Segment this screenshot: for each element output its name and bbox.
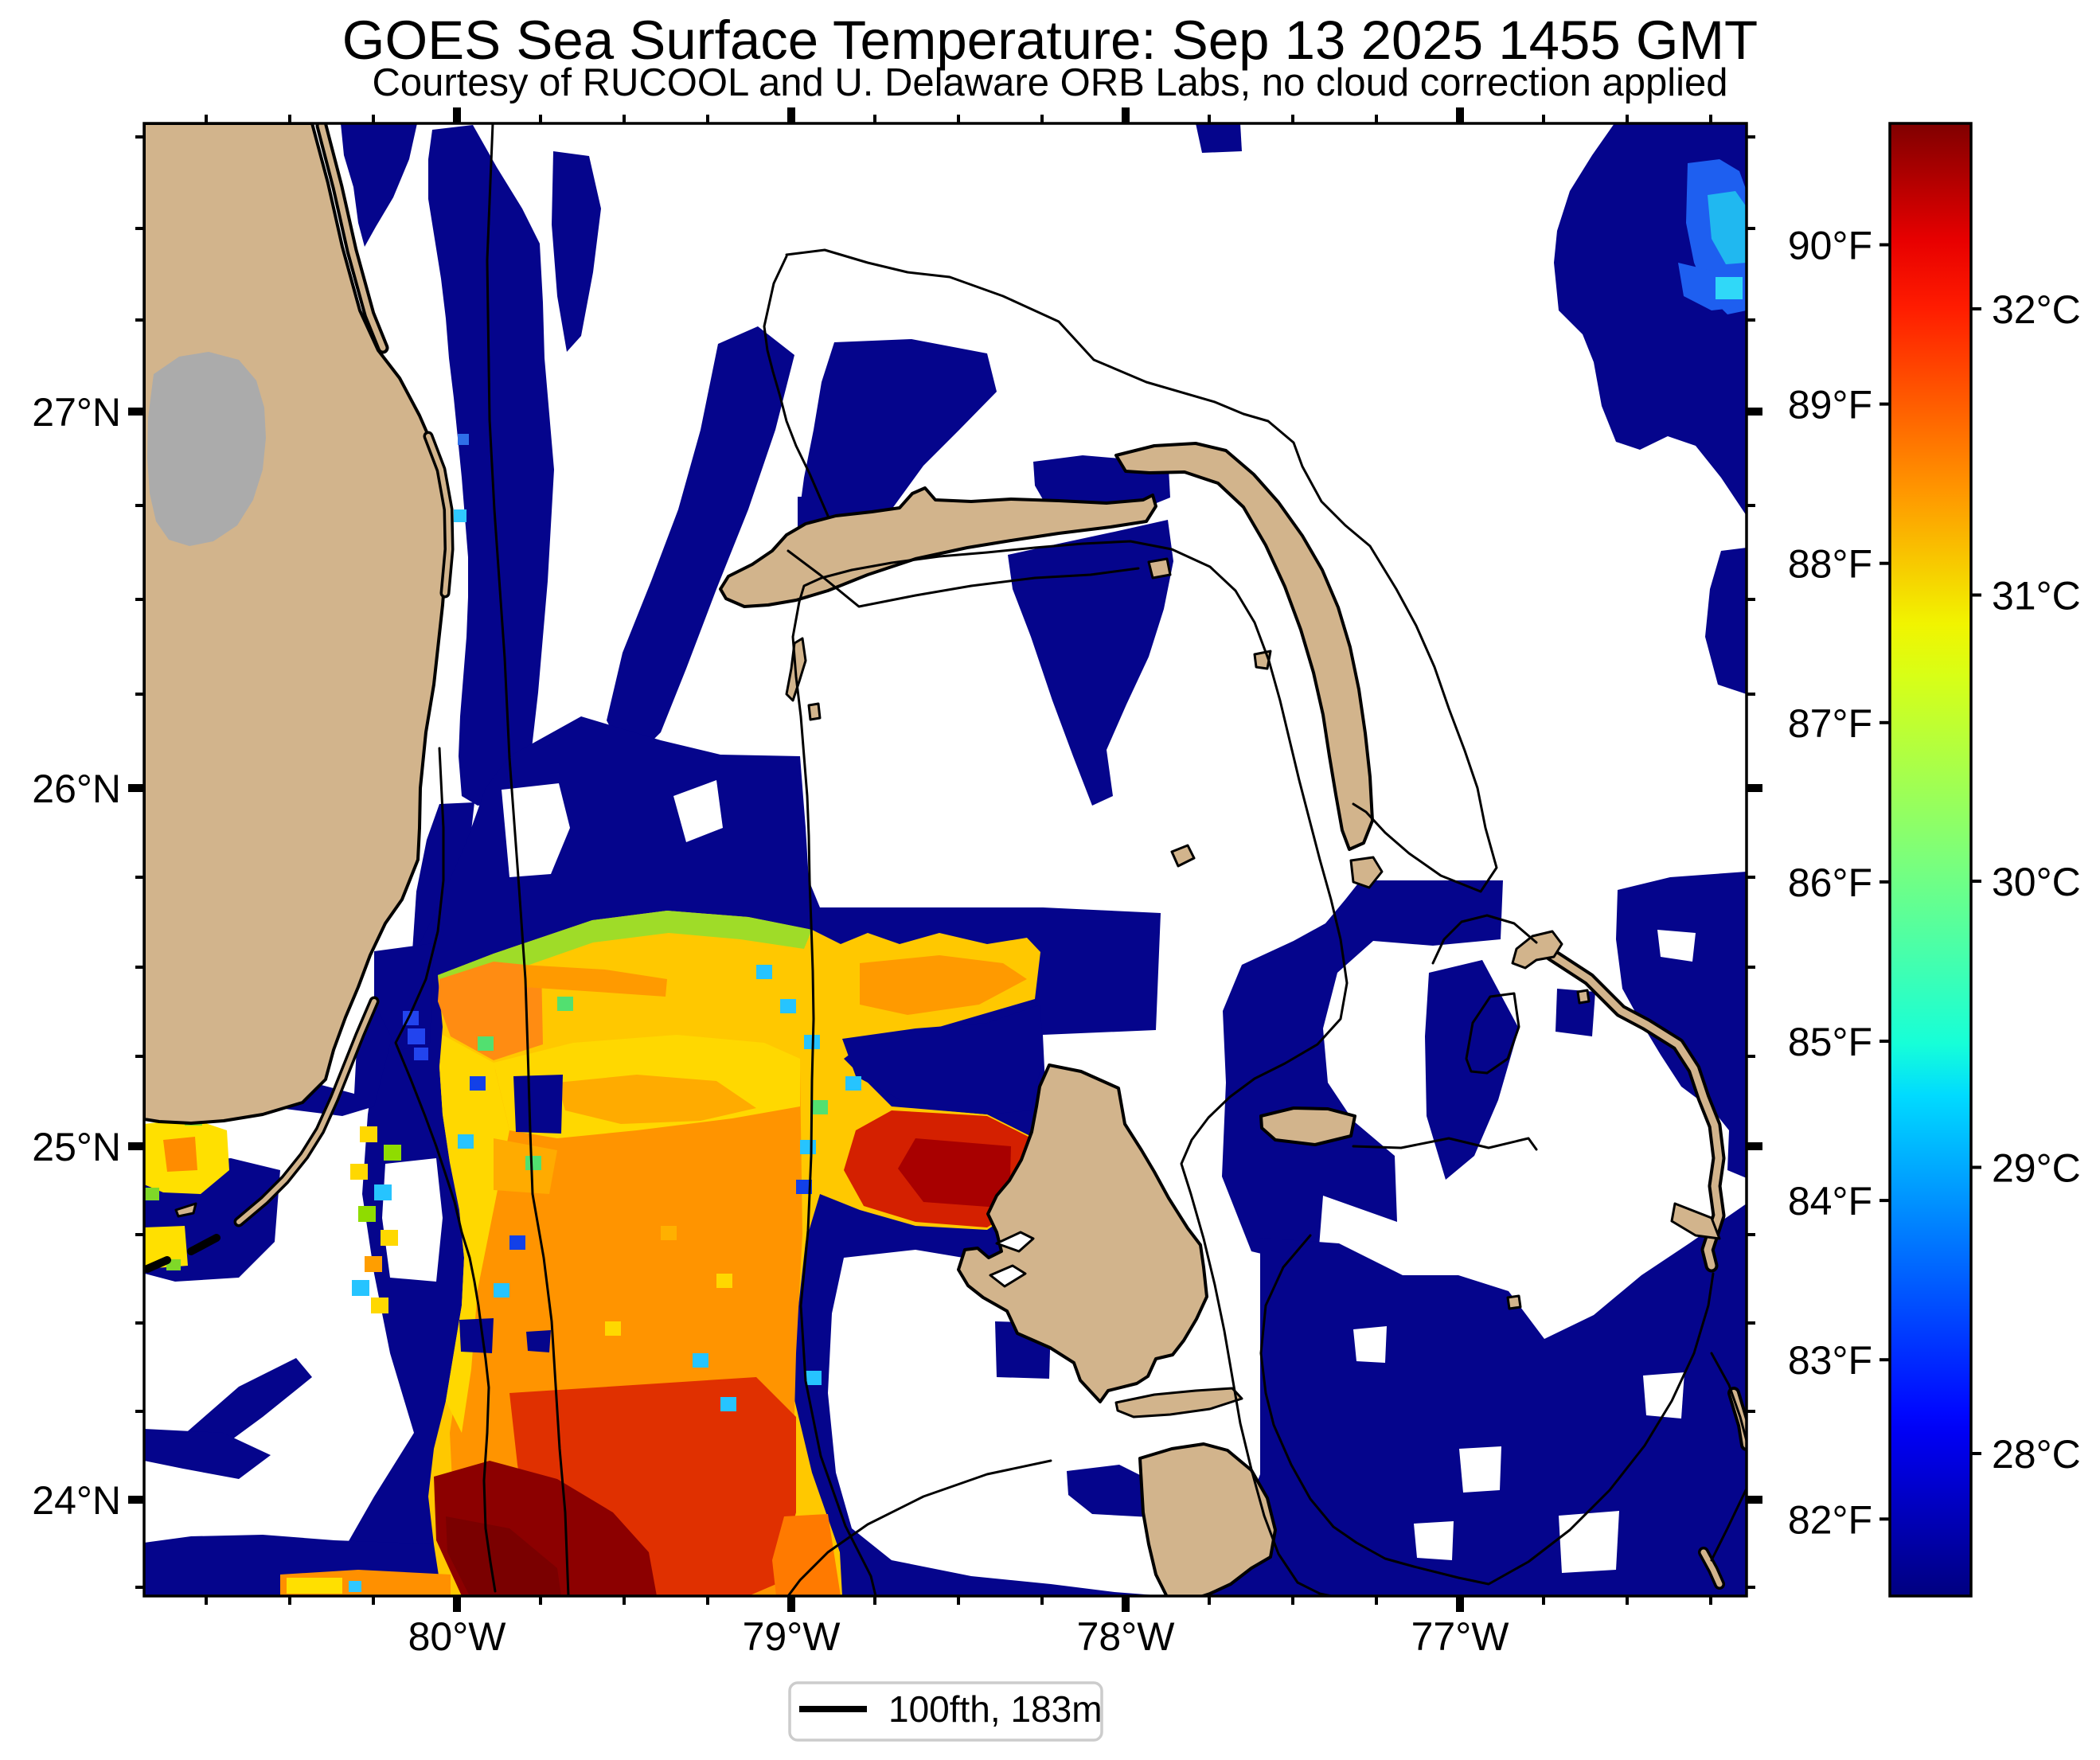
- svg-text:26°N: 26°N: [32, 767, 121, 811]
- svg-text:24°N: 24°N: [32, 1478, 121, 1523]
- svg-text:29°C: 29°C: [1992, 1146, 2081, 1191]
- svg-text:28°C: 28°C: [1992, 1432, 2081, 1477]
- svg-text:27°N: 27°N: [32, 390, 121, 435]
- svg-text:77°W: 77°W: [1411, 1614, 1510, 1659]
- svg-text:100fth, 183m: 100fth, 183m: [888, 1688, 1103, 1730]
- svg-text:85°F: 85°F: [1788, 1020, 1872, 1064]
- svg-text:25°N: 25°N: [32, 1125, 121, 1169]
- svg-text:87°F: 87°F: [1788, 701, 1872, 746]
- svg-text:82°F: 82°F: [1788, 1497, 1872, 1542]
- svg-text:88°F: 88°F: [1788, 542, 1872, 587]
- svg-text:90°F: 90°F: [1788, 224, 1872, 268]
- svg-text:84°F: 84°F: [1788, 1179, 1872, 1223]
- svg-text:32°C: 32°C: [1992, 287, 2081, 332]
- svg-text:78°W: 78°W: [1077, 1614, 1176, 1659]
- svg-text:80°W: 80°W: [408, 1614, 507, 1659]
- svg-text:86°F: 86°F: [1788, 860, 1872, 905]
- svg-text:31°C: 31°C: [1992, 574, 2081, 619]
- svg-text:30°C: 30°C: [1992, 860, 2081, 904]
- svg-text:79°W: 79°W: [743, 1614, 841, 1659]
- svg-text:89°F: 89°F: [1788, 383, 1872, 427]
- svg-text:Courtesy of RUCOOL and U. Dela: Courtesy of RUCOOL and U. Delaware ORB L…: [372, 61, 1727, 104]
- svg-text:GOES Sea Surface Temperature:: GOES Sea Surface Temperature: Sep 13 202…: [342, 10, 1758, 71]
- svg-text:83°F: 83°F: [1788, 1338, 1872, 1383]
